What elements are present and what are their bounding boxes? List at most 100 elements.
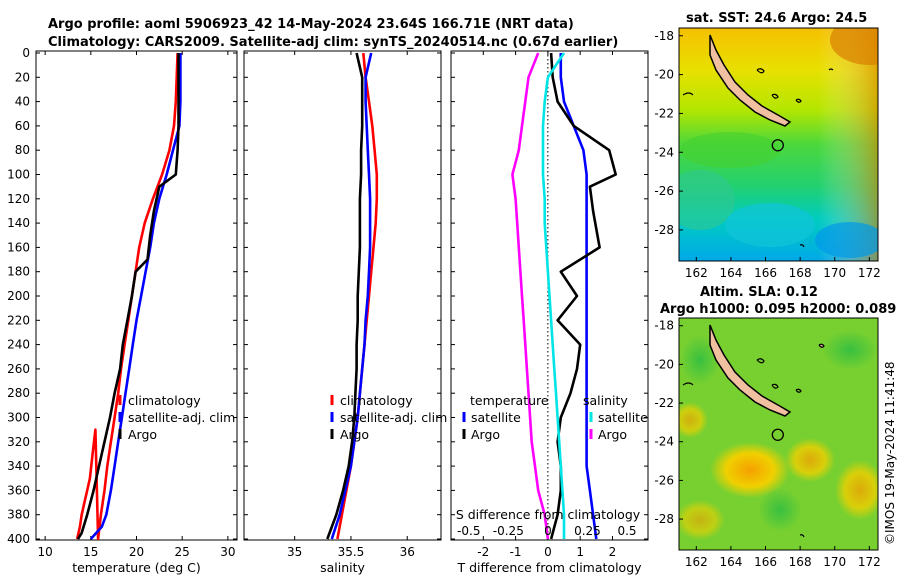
series-line-argo	[326, 52, 364, 540]
legend-label: Argo	[471, 427, 500, 442]
y-tick-label: 0	[22, 46, 30, 60]
figure-title-line2: Climatology: CARS2009. Satellite-adj cli…	[48, 35, 618, 50]
s-tick-label: 0.5	[617, 524, 636, 538]
s-tick-label: 0	[544, 524, 552, 538]
map-x-tick-label: 168	[789, 555, 812, 569]
y-tick-label: 380	[7, 508, 30, 522]
y-tick-label: 360	[7, 483, 30, 497]
sst-map-axes: 162 164 166 168 170 172 -18 -20 -22 -24 -26 -28	[654, 29, 880, 280]
map-y-tick-label: -24	[654, 435, 674, 449]
sla-map-frame	[678, 317, 879, 551]
y-tick-label: 60	[15, 119, 30, 133]
series-group	[326, 52, 379, 540]
series-line-argo	[76, 53, 180, 540]
x-axis-label: temperature (deg C)	[72, 560, 201, 575]
y-tick-label: 340	[7, 459, 30, 473]
sla-map-field	[679, 318, 878, 550]
y-tick-label: 40	[15, 95, 30, 109]
difference-panel: -2 -1 0 1 2T difference from climatology temp…	[450, 50, 649, 575]
map-x-tick-label: 162	[685, 555, 708, 569]
legend-label: salinity	[583, 393, 628, 408]
y-tick-label: 20	[15, 70, 30, 84]
y-tick-label: 160	[7, 240, 30, 254]
map-x-tick-label: 166	[754, 555, 777, 569]
legend-label: satellite	[598, 410, 648, 425]
legend-label: Argo	[598, 427, 627, 442]
y-tick-label: 260	[7, 362, 30, 376]
x-axis-label: T difference from climatology	[456, 560, 642, 575]
sst-map-frame	[678, 27, 879, 262]
series-group	[75, 52, 182, 540]
map-x-tick-label: 164	[719, 266, 742, 280]
sst-map-field	[679, 28, 878, 261]
x-tick-label: 35	[287, 545, 302, 559]
series-line-t-satellite	[559, 53, 598, 540]
sst-argo-location-marker	[771, 139, 784, 152]
map-y-tick-label: -22	[654, 396, 674, 410]
map-x-tick-label: 166	[754, 266, 777, 280]
x-tick-label: 35.5	[338, 545, 365, 559]
y-tick-label: 200	[7, 289, 30, 303]
temperature-panel: 0 20 40 60 80 100 120 140 160 180 200 220 240 260 280 3…	[7, 46, 238, 575]
map-y-tick-label: -28	[654, 512, 674, 526]
map-y-tick-label: -26	[654, 473, 674, 487]
y-tick-label: 400	[7, 532, 30, 546]
figure-title-line1: Argo profile: aoml 5906923_42 14-May-202…	[48, 17, 574, 32]
map-x-tick-label: 172	[858, 266, 881, 280]
y-tick-label: 220	[7, 313, 30, 327]
map-x-tick-label: 170	[823, 555, 846, 569]
map-x-tick-label: 172	[858, 555, 881, 569]
series-line-satellite-adj-clim	[330, 52, 373, 540]
sla-map-title1: Altim. SLA: 0.12	[700, 285, 818, 300]
map-y-tick-label: -22	[654, 106, 674, 120]
legend-label: climatology	[340, 393, 413, 408]
legend-label: climatology	[128, 393, 201, 408]
y-tick-label: 300	[7, 411, 30, 425]
x-tick-label: 36	[400, 545, 415, 559]
series-group	[511, 51, 618, 540]
series-line-satellite-adj-clim	[89, 53, 182, 540]
x-tick-label: -2	[477, 545, 489, 559]
map-y-tick-label: -24	[654, 145, 674, 159]
legend-label: temperature	[470, 393, 549, 408]
sla-argo-location-marker	[771, 428, 784, 441]
x-tick-label: 15	[83, 545, 98, 559]
salinity-panel: 35 35.5 36 salinity climatology satellite-adj…	[243, 50, 447, 575]
map-y-tick-label: -26	[654, 184, 674, 198]
x-axis-label: salinity	[320, 560, 365, 575]
imos-credit: ©IMOS 19-May-2024 11:41:48	[883, 361, 897, 545]
s-tick-label: -0.5	[457, 524, 480, 538]
x-tick-label: 1	[576, 545, 584, 559]
series-line-climatology	[75, 52, 179, 540]
map-y-tick-label: -20	[654, 68, 674, 82]
y-tick-label: 280	[7, 386, 30, 400]
map-x-tick-label: 162	[685, 266, 708, 280]
legend-label: satellite-adj. clim	[128, 410, 235, 425]
map-y-tick-label: -20	[654, 357, 674, 371]
s-tick-label: -0.25	[493, 524, 524, 538]
panel-frame	[243, 50, 442, 541]
legend-label: satellite-adj. clim	[340, 410, 447, 425]
legend-label: Argo	[128, 427, 157, 442]
new-caledonia-island-sla	[709, 324, 792, 417]
new-caledonia-island	[709, 34, 792, 127]
series-line-s-satellite	[541, 52, 566, 539]
map-y-tick-label: -28	[654, 223, 674, 237]
y-tick-label: 80	[15, 143, 30, 157]
y-tick-label: 320	[7, 435, 30, 449]
x-tick-label: 25	[175, 545, 190, 559]
map-x-tick-label: 168	[789, 266, 812, 280]
x-tick-label: -1	[510, 545, 522, 559]
y-tick-label: 180	[7, 265, 30, 279]
y-tick-label: 100	[7, 168, 30, 182]
panel-frame	[35, 50, 238, 541]
s-tick-label: 0.25	[574, 524, 601, 538]
sla-map-axes: 162 164 166 168 170 172 -18 -20 -22 -24 -26 -28	[654, 319, 880, 569]
x-tick-label: 10	[37, 545, 52, 559]
x-tick-label: 2	[609, 545, 617, 559]
sla-map-title2: Argo h1000: 0.095 h2000: 0.089	[660, 302, 896, 317]
x-tick-label: 20	[129, 545, 144, 559]
map-y-tick-label: -18	[654, 319, 674, 333]
s-axis-label: S difference from climatology	[456, 507, 641, 522]
